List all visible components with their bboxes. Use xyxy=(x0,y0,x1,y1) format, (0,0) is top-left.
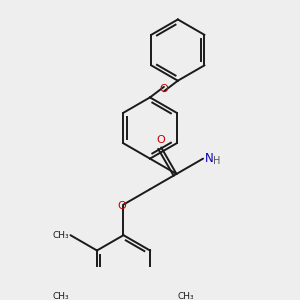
Text: N: N xyxy=(204,152,213,165)
Text: H: H xyxy=(213,156,220,167)
Text: CH₃: CH₃ xyxy=(178,292,194,300)
Text: O: O xyxy=(157,135,166,145)
Text: O: O xyxy=(118,201,127,211)
Text: CH₃: CH₃ xyxy=(52,231,69,240)
Text: O: O xyxy=(160,84,168,94)
Text: CH₃: CH₃ xyxy=(52,292,69,300)
